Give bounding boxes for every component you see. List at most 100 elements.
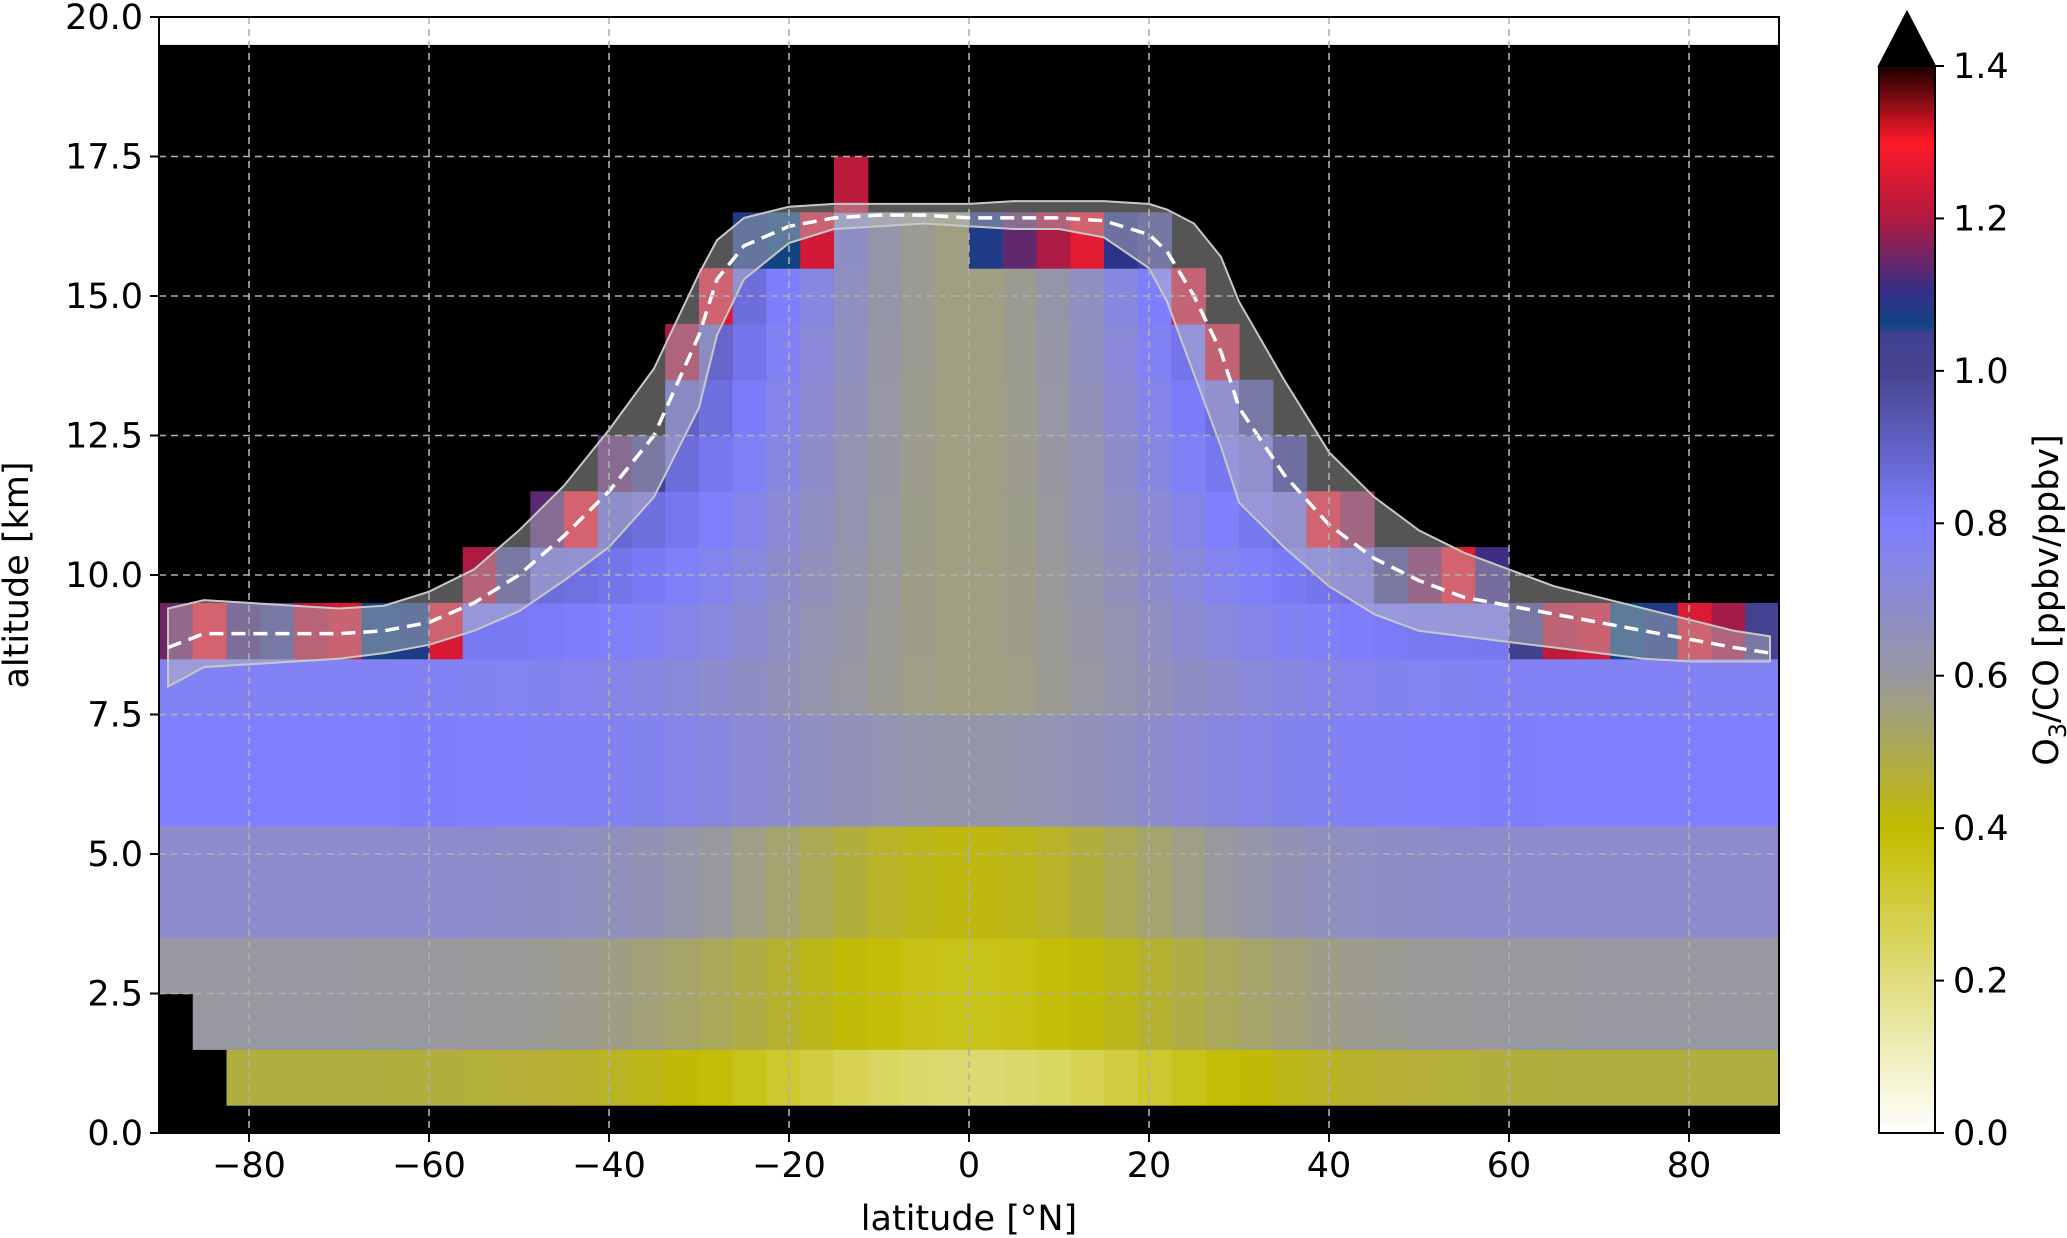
heatmap-cell [834, 770, 869, 827]
heatmap-cell [732, 881, 768, 939]
colorbar-segment [1879, 961, 1935, 966]
heatmap-cell [665, 491, 700, 548]
heatmap-cell [1272, 602, 1308, 660]
heatmap-cell [1306, 770, 1341, 827]
heatmap-cell [867, 212, 903, 269]
colorbar-segment [1879, 264, 1935, 269]
colorbar-segment [1879, 473, 1935, 479]
colorbar-segment [1879, 1129, 1935, 1134]
heatmap-cell [1677, 826, 1713, 883]
heatmap-cell [1137, 658, 1173, 716]
colorbar-segment [1879, 245, 1935, 250]
colorbar-segment [1879, 374, 1935, 380]
colorbar-segment [1879, 1014, 1935, 1020]
colorbar-segment [1879, 934, 1935, 940]
colorbar-segment [1879, 469, 1935, 475]
heatmap-cell [496, 658, 531, 716]
colorbar-label-rest: /CO [ppbv/ppbv] [2027, 434, 2067, 723]
heatmap-cell [1272, 658, 1308, 716]
colorbar-segment [1879, 233, 1935, 239]
heatmap-cell [1205, 826, 1240, 883]
y-axis-label: altitude [km] [0, 461, 37, 688]
y-tick-label: 12.5 [65, 417, 143, 457]
heatmap-cell [1070, 491, 1105, 548]
colorbar-segment [1879, 397, 1935, 402]
heatmap-cell [1002, 602, 1038, 660]
colorbar-segment [1879, 687, 1935, 692]
heatmap-cell [226, 770, 261, 827]
colorbar-segment [1879, 515, 1935, 521]
colorbar-segment [1879, 287, 1935, 292]
colorbar-segment [1879, 408, 1935, 414]
heatmap-cell [867, 491, 903, 548]
colorbar-segment [1879, 420, 1935, 425]
colorbar-segment [1879, 862, 1935, 867]
heatmap-cell [1036, 770, 1071, 827]
heatmap-cell [867, 602, 903, 660]
colorbar-segment [1879, 370, 1935, 376]
heatmap-cell [732, 770, 768, 827]
tropopause-mean-line [167, 213, 1771, 655]
colorbar-segment [1879, 435, 1935, 441]
heatmap-cell [1239, 714, 1274, 771]
heatmap-cell [1509, 881, 1544, 939]
colorbar-tick-label: 0.8 [1953, 504, 2009, 544]
colorbar-segment [1879, 527, 1935, 532]
colorbar-segment [1879, 1068, 1935, 1073]
colorbar-segment [1879, 618, 1935, 623]
heatmap-cell [1745, 714, 1779, 771]
colorbar-segment [1879, 774, 1935, 780]
heatmap-cell [969, 881, 1004, 939]
colorbar-segment [1879, 831, 1935, 837]
heatmap-cell [395, 937, 430, 995]
heatmap-cell [766, 379, 801, 437]
heatmap-cell [597, 826, 633, 883]
heatmap-cell [766, 770, 801, 827]
colorbar-segment [1879, 1087, 1935, 1092]
colorbar-segment [1879, 908, 1935, 913]
heatmap-cell [1137, 435, 1173, 492]
heatmap-cell [1104, 491, 1139, 548]
heatmap-cell [1002, 826, 1038, 883]
heatmap-cell [901, 1049, 936, 1106]
heatmap-cell [159, 937, 194, 995]
heatmap-cell [1104, 323, 1139, 381]
heatmap-cell [159, 658, 194, 716]
heatmap-cell [699, 491, 734, 548]
heatmap-cell [969, 323, 1004, 381]
colorbar-tick-label: 0.2 [1953, 962, 2009, 1002]
heatmap-cell [1002, 323, 1038, 381]
heatmap-cell [631, 1049, 666, 1106]
colorbar-segment [1879, 142, 1935, 147]
heatmap-cell [1509, 826, 1544, 883]
colorbar-segment [1879, 107, 1935, 113]
heatmap-cell [1441, 602, 1476, 660]
colorbar-segment [1879, 770, 1935, 776]
heatmap-cell [1475, 714, 1510, 771]
colorbar-segment [1879, 1026, 1935, 1031]
heatmap-cell [1036, 658, 1071, 716]
heatmap-cell [732, 993, 768, 1050]
colorbar-segment [1879, 538, 1935, 543]
y-tick-label: 5.0 [87, 835, 143, 875]
heatmap-cell [1205, 937, 1240, 995]
heatmap-cell [1745, 658, 1779, 716]
heatmap-cell [327, 1049, 363, 1106]
heatmap-cell [969, 435, 1004, 492]
colorbar-segment [1879, 69, 1935, 75]
heatmap-cell [260, 826, 295, 883]
heatmap-cell [969, 268, 1004, 325]
heatmap-cell [395, 993, 430, 1050]
heatmap-cell [665, 379, 700, 437]
heatmap-cell [260, 881, 295, 939]
heatmap-cell [1205, 770, 1240, 827]
heatmap-cell [1104, 714, 1139, 771]
colorbar-segment [1879, 965, 1935, 970]
heatmap-cell [361, 1049, 396, 1106]
colorbar-segment [1879, 835, 1935, 841]
colorbar-segment [1879, 104, 1935, 109]
heatmap-cell [597, 770, 633, 827]
colorbar-segment [1879, 683, 1935, 688]
heatmap-cell [1542, 826, 1578, 883]
heatmap-cell [260, 1049, 295, 1106]
